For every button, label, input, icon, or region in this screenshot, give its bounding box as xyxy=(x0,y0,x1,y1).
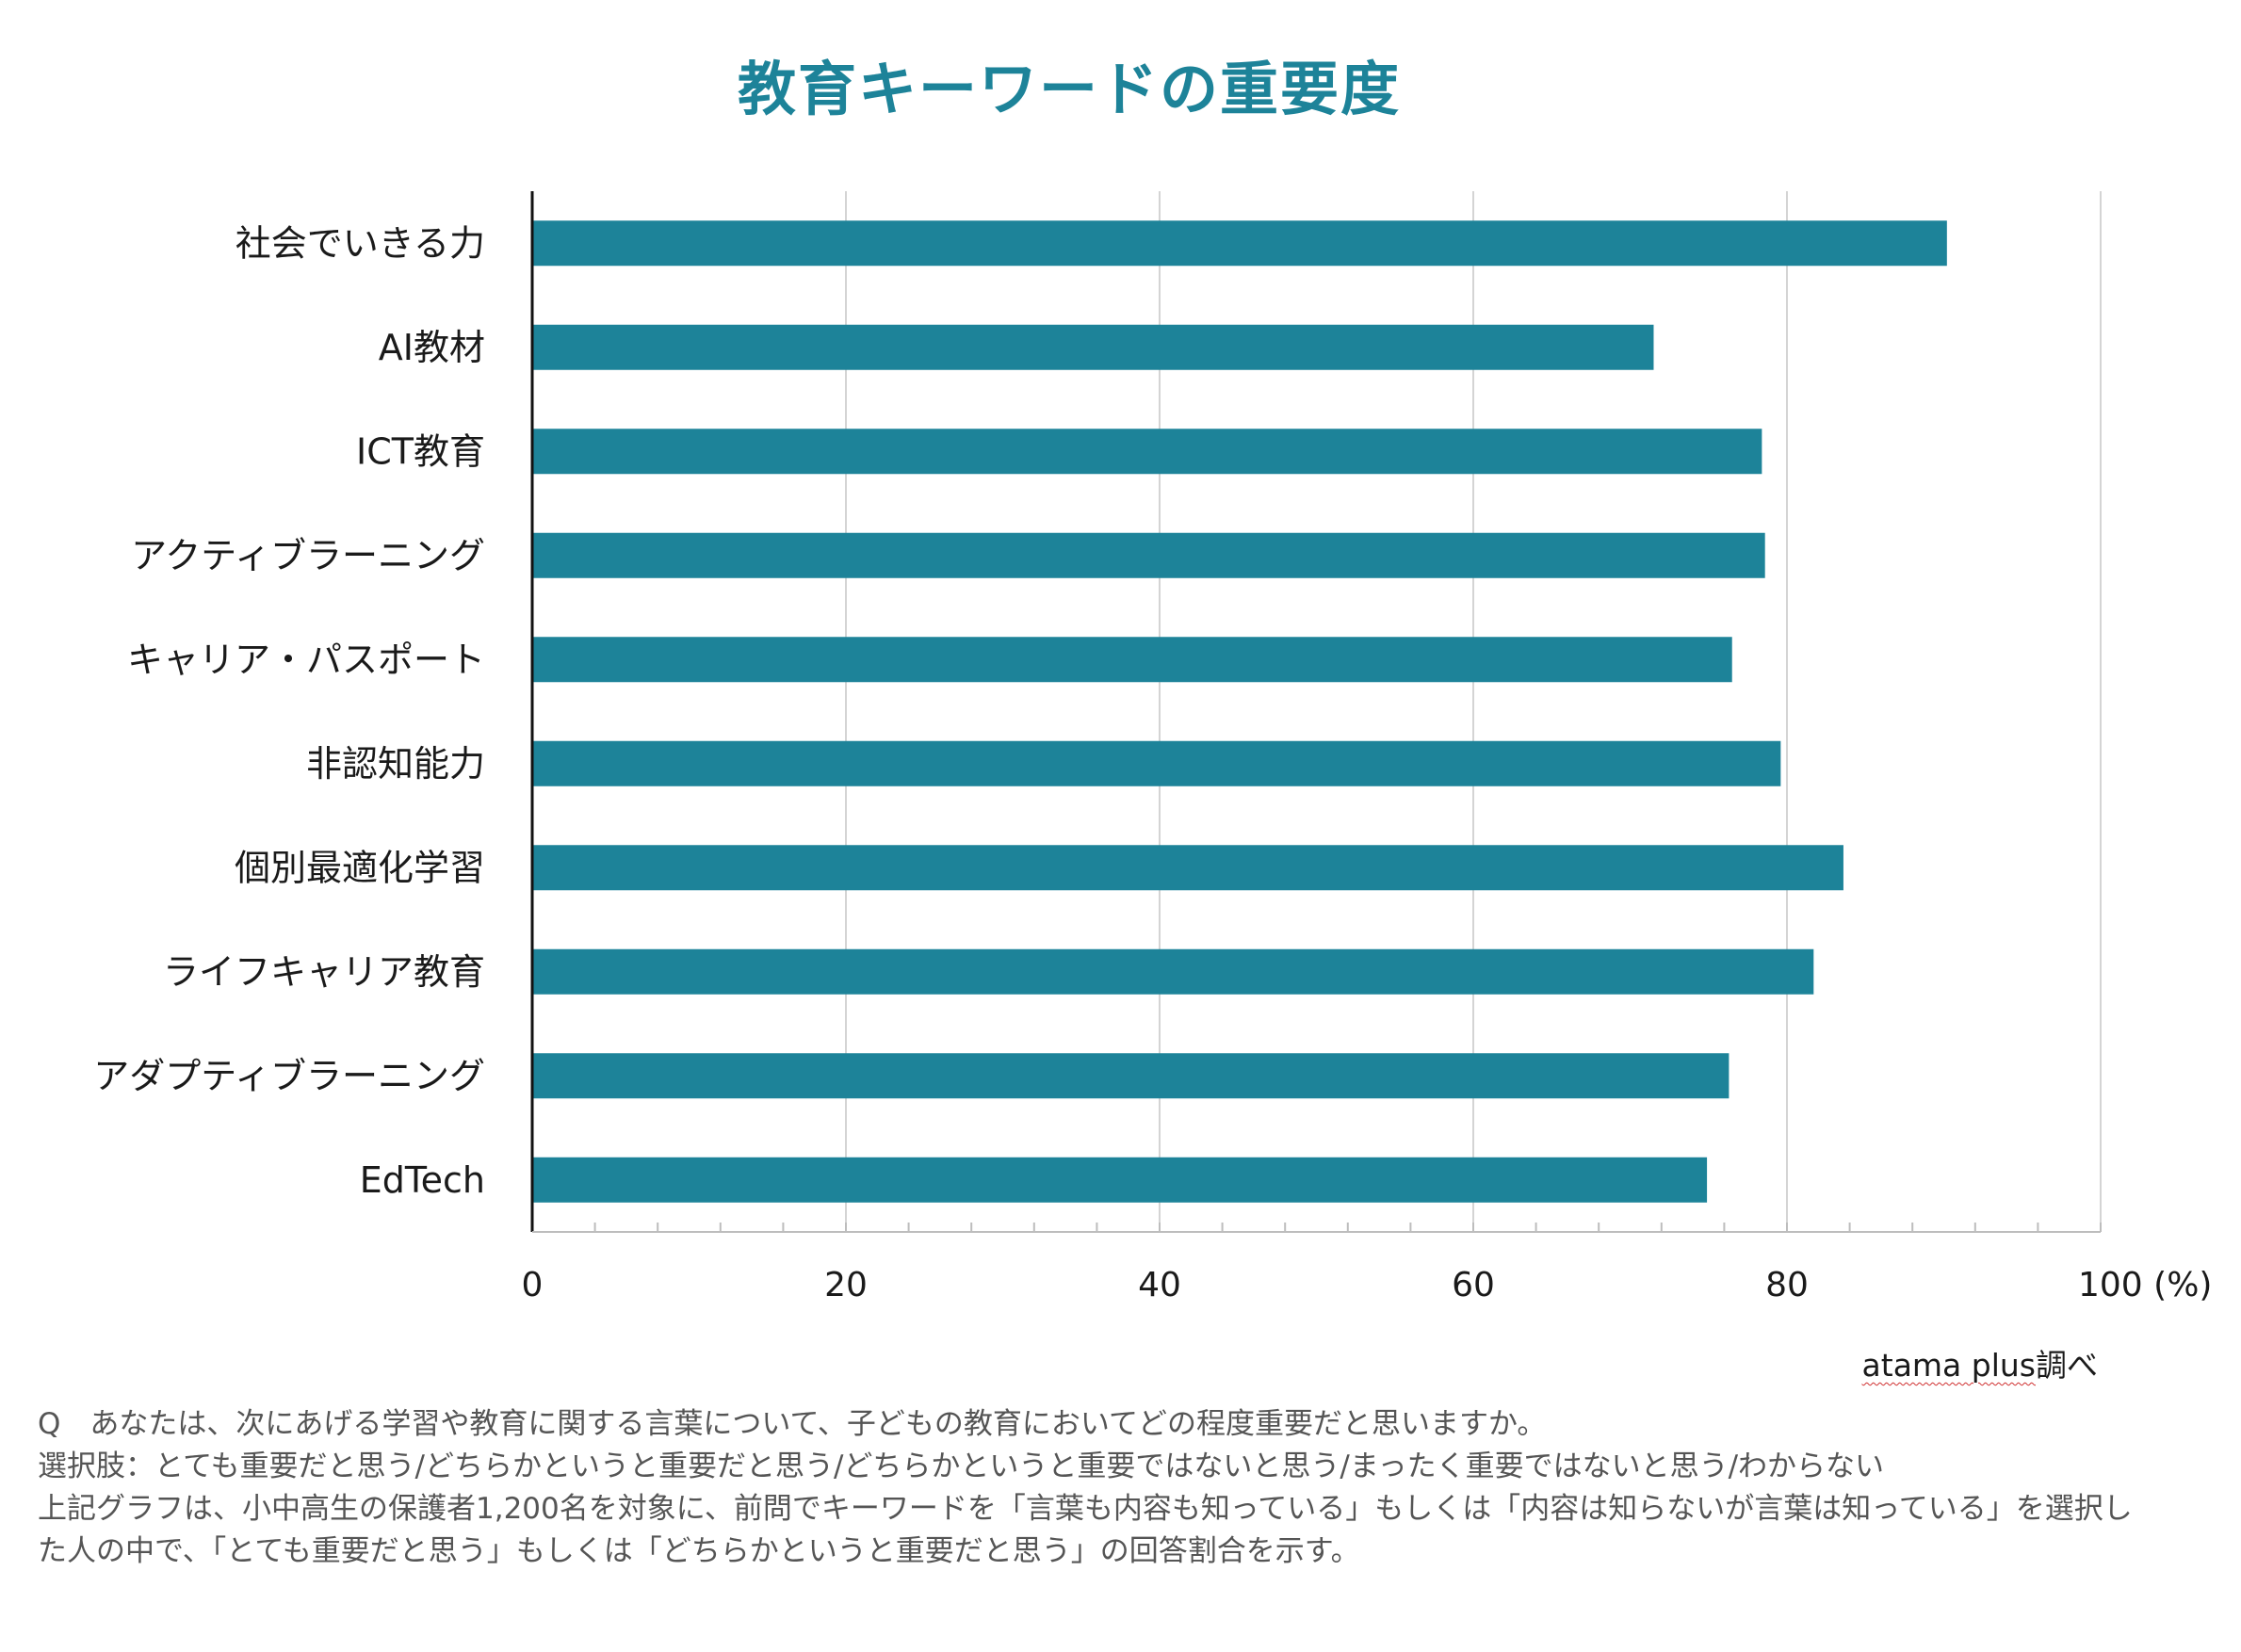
x-tick-label-5: 100 (%) xyxy=(2078,1266,2212,1304)
survey-notes: Q あなたは、次にあげる学習や教育に関する言葉について、子どもの教育においてどの… xyxy=(38,1403,2138,1573)
source-label: atama plus調べ xyxy=(1862,1340,2098,1385)
bar-6 xyxy=(532,845,1843,891)
chart-title: 教育キーワードの重要度 xyxy=(737,55,1401,123)
note-choices: 選択肢：とても重要だと思う/どちらかというと重要だと思う/どちらかというと重要で… xyxy=(38,1450,1885,1483)
category-labels: 社会でいきる力 AI教材 ICT教育アクティブラーニングキャリア・パスポート非認知能… xyxy=(93,222,485,1201)
category-label-9: EdTech xyxy=(360,1159,485,1201)
bar-2 xyxy=(532,429,1762,475)
bar-5 xyxy=(532,740,1781,786)
x-tick-label-0: 0 xyxy=(522,1266,544,1304)
bars xyxy=(532,220,1947,1203)
bar-9 xyxy=(532,1157,1708,1203)
source-suffix: 調べ xyxy=(2036,1347,2098,1384)
x-tick-labels: 0 20 40 60 80 100 (%) xyxy=(522,1266,2213,1304)
category-label-1: AI教材 xyxy=(379,327,485,368)
category-label-7: ライフキャリア教育 xyxy=(163,951,485,993)
bar-8 xyxy=(532,1053,1729,1099)
x-tick-label-4: 80 xyxy=(1765,1266,1809,1304)
source-brand: atama plus xyxy=(1861,1347,2036,1384)
x-tick-label-2: 40 xyxy=(1138,1266,1181,1304)
note-description: 上記グラフは、小中高生の保護者1,200名を対象に、前問でキーワードを「言葉も内… xyxy=(38,1492,2133,1568)
bar-1 xyxy=(532,324,1654,370)
bar-3 xyxy=(532,532,1765,578)
category-label-6: 個別最適化学習 xyxy=(235,847,485,888)
category-label-8: アダプティブラーニング xyxy=(93,1055,485,1096)
category-label-5: 非認知能力 xyxy=(306,743,485,785)
axes xyxy=(530,191,2102,1233)
x-tick-label-3: 60 xyxy=(1452,1266,1495,1304)
category-label-3: アクティブラーニング xyxy=(131,535,485,576)
bar-0 xyxy=(532,220,1947,267)
category-label-4: キャリア・パスポート xyxy=(127,639,485,680)
note-question: Q あなたは、次にあげる学習や教育に関する言葉について、子どもの教育においてどの… xyxy=(38,1407,1547,1441)
bar-chart: 社会でいきる力 AI教材 ICT教育アクティブラーニングキャリア・パスポート非認知能… xyxy=(93,191,2213,1304)
category-label-2: ICT教育 xyxy=(356,430,485,472)
bar-4 xyxy=(532,637,1732,683)
bar-7 xyxy=(532,948,1814,995)
category-label-0: 社会でいきる力 xyxy=(235,222,485,264)
x-tick-label-1: 20 xyxy=(824,1266,868,1304)
